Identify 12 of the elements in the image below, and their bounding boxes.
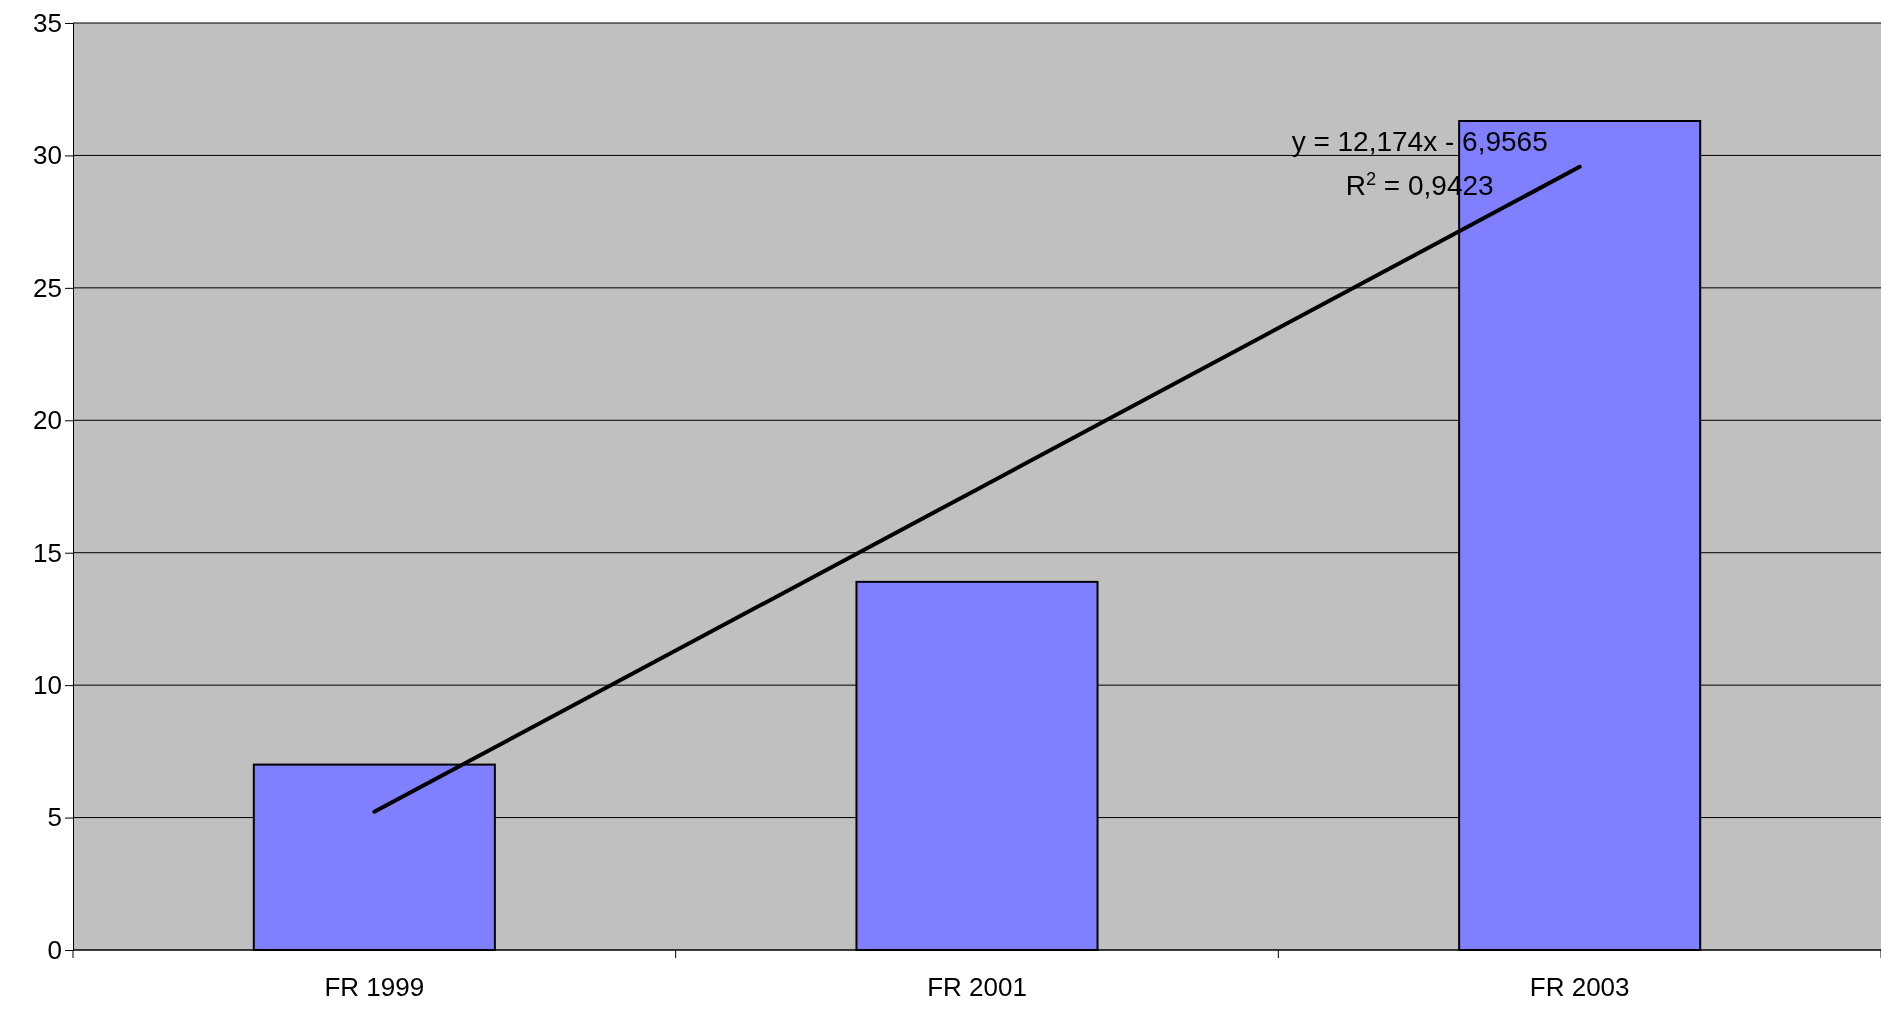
y-tick-label: 10 — [33, 669, 62, 700]
y-tick-label: 35 — [33, 7, 62, 38]
y-tick-label: 0 — [47, 934, 62, 965]
x-tick-label: FR 2001 — [927, 972, 1027, 1002]
x-tick-label: FR 2003 — [1529, 972, 1630, 1002]
y-tick-label: 25 — [33, 272, 62, 303]
x-tick-label: FR 1999 — [324, 972, 425, 1002]
y-tick-label: 30 — [33, 140, 62, 171]
y-tick-label: 15 — [33, 537, 62, 568]
y-tick-label: 20 — [33, 405, 62, 436]
annotation: y = 12,174x - 6,9565 — [1291, 125, 1548, 157]
y-tick-label: 5 — [47, 802, 62, 833]
